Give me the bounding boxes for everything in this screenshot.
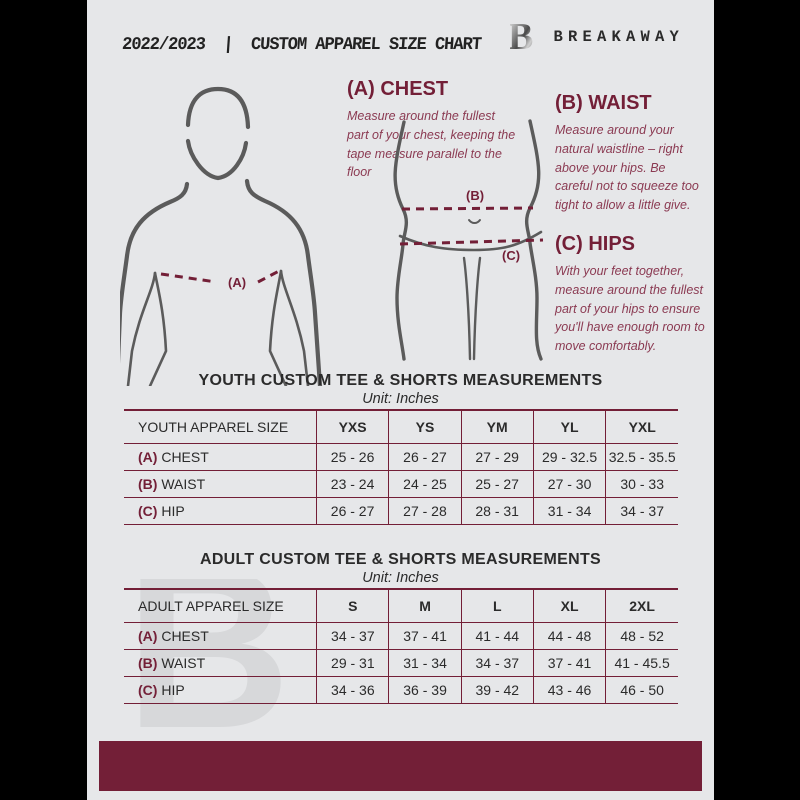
svg-text:(B): (B) (466, 188, 484, 203)
svg-text:(A): (A) (228, 275, 246, 290)
svg-text:B: B (510, 19, 533, 55)
svg-text:(C): (C) (502, 248, 520, 263)
